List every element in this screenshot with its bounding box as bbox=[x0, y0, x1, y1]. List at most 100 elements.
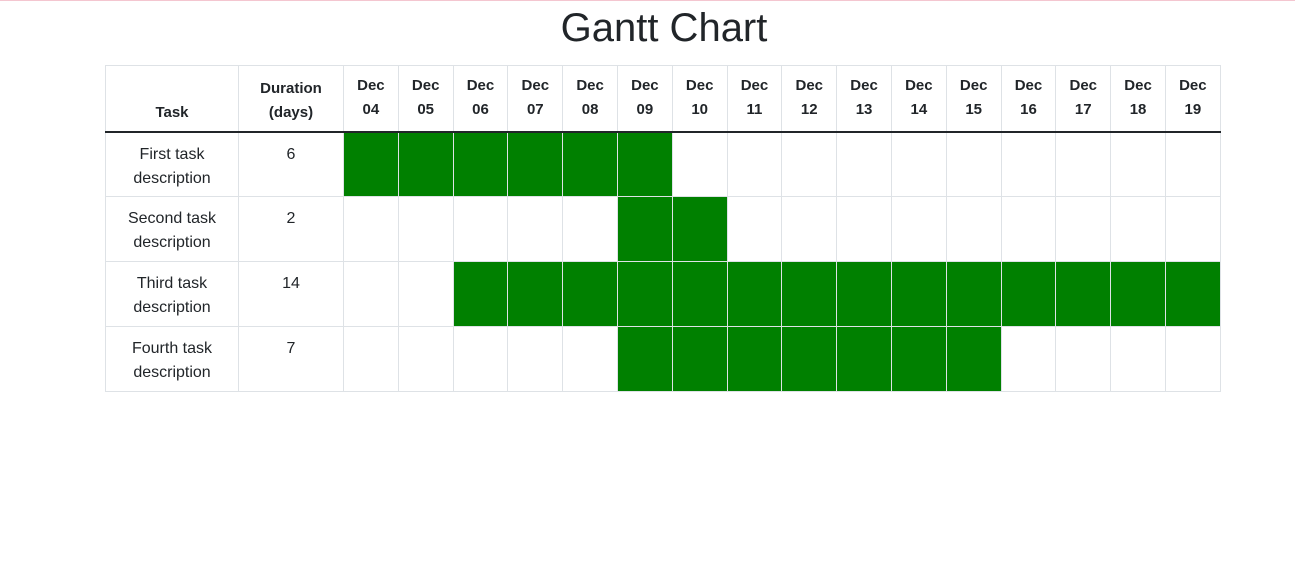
day-number-label: 14 bbox=[910, 101, 928, 119]
gantt-empty-cell bbox=[343, 326, 399, 392]
day-number-label: 10 bbox=[691, 101, 709, 119]
task-name: Third task description bbox=[105, 261, 239, 327]
gantt-empty-cell bbox=[1000, 326, 1057, 392]
gantt-bar-cell bbox=[562, 261, 618, 327]
gantt-empty-cell bbox=[1164, 326, 1221, 392]
gantt-empty-cell bbox=[343, 196, 399, 262]
gantt-empty-cell bbox=[452, 326, 509, 392]
day-column-header: Dec 16 bbox=[1000, 65, 1057, 133]
day-month-label: Dec bbox=[1179, 77, 1207, 95]
top-border bbox=[0, 0, 1295, 1]
gantt-empty-cell bbox=[343, 261, 399, 327]
day-month-label: Dec bbox=[959, 77, 988, 95]
day-column-header: Dec 06 bbox=[452, 65, 509, 133]
gantt-bar-cell bbox=[507, 261, 564, 327]
gantt-empty-cell bbox=[1000, 131, 1057, 197]
task-name: Second task description bbox=[105, 196, 239, 262]
gantt-bar-cell bbox=[726, 326, 783, 392]
gantt-bar-cell bbox=[616, 326, 673, 392]
gantt-bar-cell bbox=[343, 131, 399, 197]
day-month-label: Dec bbox=[466, 77, 495, 95]
day-column-header: Dec 13 bbox=[836, 65, 892, 133]
day-column-header: Dec 19 bbox=[1164, 65, 1221, 133]
gantt-empty-cell bbox=[836, 131, 892, 197]
day-column-header: Dec 07 bbox=[507, 65, 564, 133]
gantt-empty-cell bbox=[452, 196, 509, 262]
day-number-label: 18 bbox=[1129, 101, 1147, 119]
gantt-empty-cell bbox=[562, 196, 618, 262]
gantt-bar-cell bbox=[726, 261, 783, 327]
gantt-empty-cell bbox=[562, 326, 618, 392]
gantt-bar-cell bbox=[836, 326, 892, 392]
task-duration: 14 bbox=[238, 261, 344, 327]
duration-column-header: Duration (days) bbox=[238, 65, 344, 133]
gantt-empty-cell bbox=[1055, 131, 1112, 197]
task-row: Second task description 2 bbox=[105, 196, 1221, 262]
gantt-table: Task Duration (days) Dec 04 Dec 05 Dec 06 Dec 0… bbox=[105, 65, 1221, 392]
gantt-empty-cell bbox=[1110, 131, 1166, 197]
day-column-header: Dec 10 bbox=[671, 65, 728, 133]
gantt-empty-cell bbox=[890, 196, 947, 262]
gantt-empty-cell bbox=[781, 131, 838, 197]
gantt-bar-cell bbox=[671, 261, 728, 327]
gantt-bar-cell bbox=[1110, 261, 1166, 327]
day-number-label: 07 bbox=[526, 101, 544, 119]
day-column-header: Dec 11 bbox=[726, 65, 783, 133]
gantt-empty-cell bbox=[1000, 196, 1057, 262]
gantt-empty-cell bbox=[1055, 196, 1112, 262]
gantt-bar-cell bbox=[890, 326, 947, 392]
gantt-bar-cell bbox=[781, 261, 838, 327]
day-column-header: Dec 09 bbox=[616, 65, 673, 133]
day-number-label: 15 bbox=[965, 101, 982, 119]
gantt-bar-cell bbox=[671, 196, 728, 262]
day-column-header: Dec 15 bbox=[945, 65, 1002, 133]
gantt-bar-cell bbox=[781, 326, 838, 392]
day-month-label: Dec bbox=[411, 77, 440, 95]
task-duration: 6 bbox=[238, 131, 344, 197]
day-number-label: 12 bbox=[800, 101, 818, 119]
task-name: First task description bbox=[105, 131, 239, 197]
day-number-label: 13 bbox=[855, 101, 873, 119]
day-number-label: 19 bbox=[1184, 101, 1202, 119]
day-column-header: Dec 18 bbox=[1110, 65, 1166, 133]
day-number-label: 05 bbox=[417, 101, 435, 119]
task-column-header: Task bbox=[105, 65, 239, 133]
gantt-bar-cell bbox=[397, 131, 454, 197]
day-number-label: 17 bbox=[1074, 101, 1092, 119]
gantt-bar-cell bbox=[452, 131, 509, 197]
task-row: First task description 6 bbox=[105, 131, 1221, 197]
gantt-bar-cell bbox=[1000, 261, 1057, 327]
gantt-empty-cell bbox=[1110, 326, 1166, 392]
day-month-label: Dec bbox=[1014, 77, 1043, 95]
gantt-bar-cell bbox=[671, 326, 728, 392]
gantt-empty-cell bbox=[726, 196, 783, 262]
day-number-label: 08 bbox=[581, 101, 599, 119]
task-name: Fourth task description bbox=[105, 326, 239, 392]
gantt-empty-cell bbox=[397, 261, 454, 327]
gantt-empty-cell bbox=[1164, 131, 1221, 197]
gantt-empty-cell bbox=[397, 326, 454, 392]
day-month-label: Dec bbox=[795, 77, 824, 95]
gantt-bar-cell bbox=[616, 261, 673, 327]
gantt-bar-cell bbox=[616, 196, 673, 262]
day-number-label: 06 bbox=[472, 101, 489, 119]
day-number-label: 04 bbox=[362, 101, 380, 119]
day-column-header: Dec 17 bbox=[1055, 65, 1112, 133]
gantt-bar-cell bbox=[890, 261, 947, 327]
day-month-label: Dec bbox=[357, 77, 385, 95]
gantt-empty-cell bbox=[397, 196, 454, 262]
gantt-empty-cell bbox=[1164, 196, 1221, 262]
day-month-label: Dec bbox=[685, 77, 714, 95]
gantt-bar-cell bbox=[507, 131, 564, 197]
gantt-bar-cell bbox=[945, 261, 1002, 327]
gantt-bar-cell bbox=[452, 261, 509, 327]
gantt-empty-cell bbox=[507, 326, 564, 392]
gantt-empty-cell bbox=[890, 131, 947, 197]
day-month-label: Dec bbox=[576, 77, 604, 95]
day-month-label: Dec bbox=[905, 77, 933, 95]
day-month-label: Dec bbox=[1069, 77, 1098, 95]
gantt-bar-cell bbox=[562, 131, 618, 197]
day-column-header: Dec 12 bbox=[781, 65, 838, 133]
gantt-empty-cell bbox=[1110, 196, 1166, 262]
task-row: Third task description 14 bbox=[105, 261, 1221, 327]
